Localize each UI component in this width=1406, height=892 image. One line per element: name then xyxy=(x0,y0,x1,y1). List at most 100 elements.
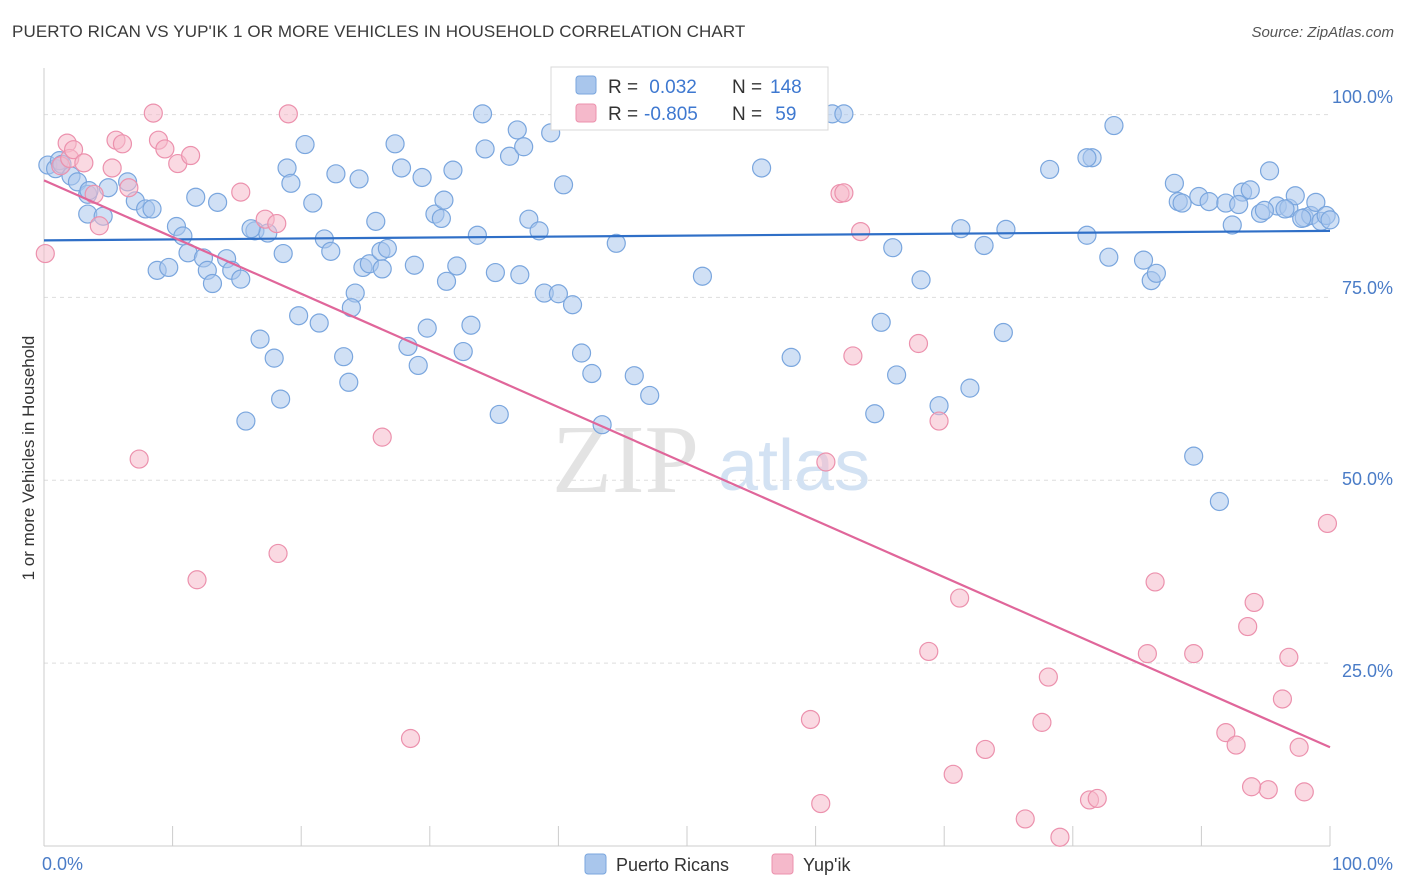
puerto-ricans-point-60 xyxy=(443,160,463,180)
yupik-point-23 xyxy=(278,104,298,124)
yupik-point-8 xyxy=(102,158,122,178)
yupik-point-27 xyxy=(811,793,831,814)
puerto-ricans-point-58 xyxy=(431,208,451,229)
x-axis-ticks xyxy=(43,826,1331,846)
puerto-ricans-point-98 xyxy=(911,270,931,290)
puerto-ricans-point-108 xyxy=(1077,148,1097,168)
puerto-ricans-point-71 xyxy=(514,137,534,157)
yupik-point-34 xyxy=(919,641,939,662)
legend-n-value-1: 148 xyxy=(770,77,802,98)
puerto-ricans-point-20 xyxy=(186,187,206,207)
puerto-ricans-point-30 xyxy=(250,329,270,349)
yupik-point-15 xyxy=(155,139,175,159)
legend-swatch-puerto-ricans xyxy=(575,75,597,95)
puerto-ricans-point-124 xyxy=(1240,180,1260,200)
puerto-ricans-point-65 xyxy=(472,104,493,124)
puerto-ricans-point-32 xyxy=(264,348,284,368)
puerto-ricans-point-113 xyxy=(1146,263,1166,283)
puerto-ricans-point-117 xyxy=(1184,446,1204,466)
puerto-ricans-point-51 xyxy=(385,134,405,154)
puerto-ricans-point-145 xyxy=(408,355,428,376)
bottom-legend-swatch-yupik xyxy=(771,853,794,875)
yupik-point-35 xyxy=(929,411,949,431)
puerto-ricans-point-43 xyxy=(334,347,354,367)
puerto-ricans-point-36 xyxy=(289,306,309,326)
puerto-ricans-point-90 xyxy=(781,347,801,368)
yupik-point-44 xyxy=(1087,788,1107,809)
puerto-ricans-point-87 xyxy=(692,266,713,286)
yupik-point-4 xyxy=(63,140,84,160)
puerto-ricans-point-67 xyxy=(485,262,505,283)
puerto-ricans-point-140 xyxy=(349,169,369,189)
puerto-ricans-point-136 xyxy=(1275,199,1295,219)
puerto-ricans-point-44 xyxy=(339,372,359,392)
yupik-point-26 xyxy=(800,709,821,730)
puerto-ricans-point-37 xyxy=(295,134,315,155)
yupik-point-17 xyxy=(181,145,201,166)
legend-r-label-2: R = xyxy=(608,104,638,125)
puerto-ricans-point-23 xyxy=(202,273,223,294)
yupik-point-30 xyxy=(834,183,854,203)
puerto-ricans-point-63 xyxy=(461,315,481,335)
puerto-ricans-point-59 xyxy=(436,271,457,291)
legend-n-label-1: N = xyxy=(732,77,762,98)
puerto-ricans-point-50 xyxy=(377,238,397,259)
legend-swatch-yupik xyxy=(575,103,597,123)
legend-r-value-2: -0.805 xyxy=(644,104,698,125)
yupik-point-56 xyxy=(1294,782,1314,802)
yupik-point-18 xyxy=(187,570,207,590)
yupik-point-54 xyxy=(1279,647,1299,667)
puerto-ricans-point-82 xyxy=(606,233,626,253)
puerto-ricans-point-77 xyxy=(553,175,574,195)
yupik-point-25 xyxy=(400,728,421,749)
watermark: ZIP atlas xyxy=(552,406,870,514)
puerto-ricans-point-147 xyxy=(273,243,293,264)
puerto-ricans-point-54 xyxy=(404,255,424,275)
puerto-ricans-point-38 xyxy=(303,193,323,213)
puerto-ricans-point-56 xyxy=(417,318,437,338)
chart-source: Source: ZipAtlas.com xyxy=(1251,24,1394,41)
puerto-ricans-point-35 xyxy=(281,173,301,193)
trend-lines xyxy=(43,179,1331,749)
puerto-ricans-point-94 xyxy=(865,404,885,424)
yupik-point-49 xyxy=(1226,735,1246,755)
yupik-point-41 xyxy=(1038,667,1058,687)
puerto-ricans-point-100 xyxy=(951,219,971,239)
yupik-point-42 xyxy=(1050,827,1070,847)
yupik-point-51 xyxy=(1244,592,1264,613)
puerto-ricans-point-78 xyxy=(562,295,583,315)
yupik-point-0 xyxy=(35,243,55,264)
yupik-point-31 xyxy=(843,346,863,366)
puerto-ricans-point-48 xyxy=(366,211,386,231)
puerto-ricans-point-135 xyxy=(1320,210,1340,230)
puerto-ricans-point-116 xyxy=(1172,193,1192,213)
puerto-ricans-point-110 xyxy=(1104,115,1124,136)
yupik-point-36 xyxy=(943,764,963,784)
yupik-point-47 xyxy=(1184,644,1204,664)
puerto-ricans-point-146 xyxy=(372,259,392,279)
puerto-ricans-point-41 xyxy=(321,241,341,261)
yupik-point-19 xyxy=(231,182,251,202)
puerto-ricans-point-102 xyxy=(974,235,994,256)
x-tick-label-min: 0.0% xyxy=(42,854,83,874)
y-tick-label-75: 75.0% xyxy=(1342,278,1393,298)
yupik-point-5 xyxy=(74,153,94,173)
puerto-ricans-point-27 xyxy=(231,269,251,289)
yupik-point-45 xyxy=(1137,644,1157,664)
watermark-zip: ZIP xyxy=(552,406,699,514)
puerto-ricans-point-95 xyxy=(871,312,891,332)
yupik-point-40 xyxy=(1032,712,1052,732)
series-puerto-ricans xyxy=(38,103,1340,512)
puerto-ricans-point-111 xyxy=(1133,250,1154,270)
puerto-ricans-point-101 xyxy=(960,378,980,398)
puerto-ricans-point-114 xyxy=(1164,173,1184,193)
bottom-legend-swatch-puerto-ricans xyxy=(584,853,607,875)
yupik-point-38 xyxy=(975,739,995,760)
puerto-ricans-point-70 xyxy=(507,120,527,140)
y-tick-label-25: 25.0% xyxy=(1342,661,1393,681)
puerto-ricans-point-141 xyxy=(434,190,454,210)
trend-line-puerto-ricans xyxy=(43,229,1331,242)
puerto-ricans-point-144 xyxy=(510,265,530,285)
puerto-ricans-point-66 xyxy=(475,139,495,159)
